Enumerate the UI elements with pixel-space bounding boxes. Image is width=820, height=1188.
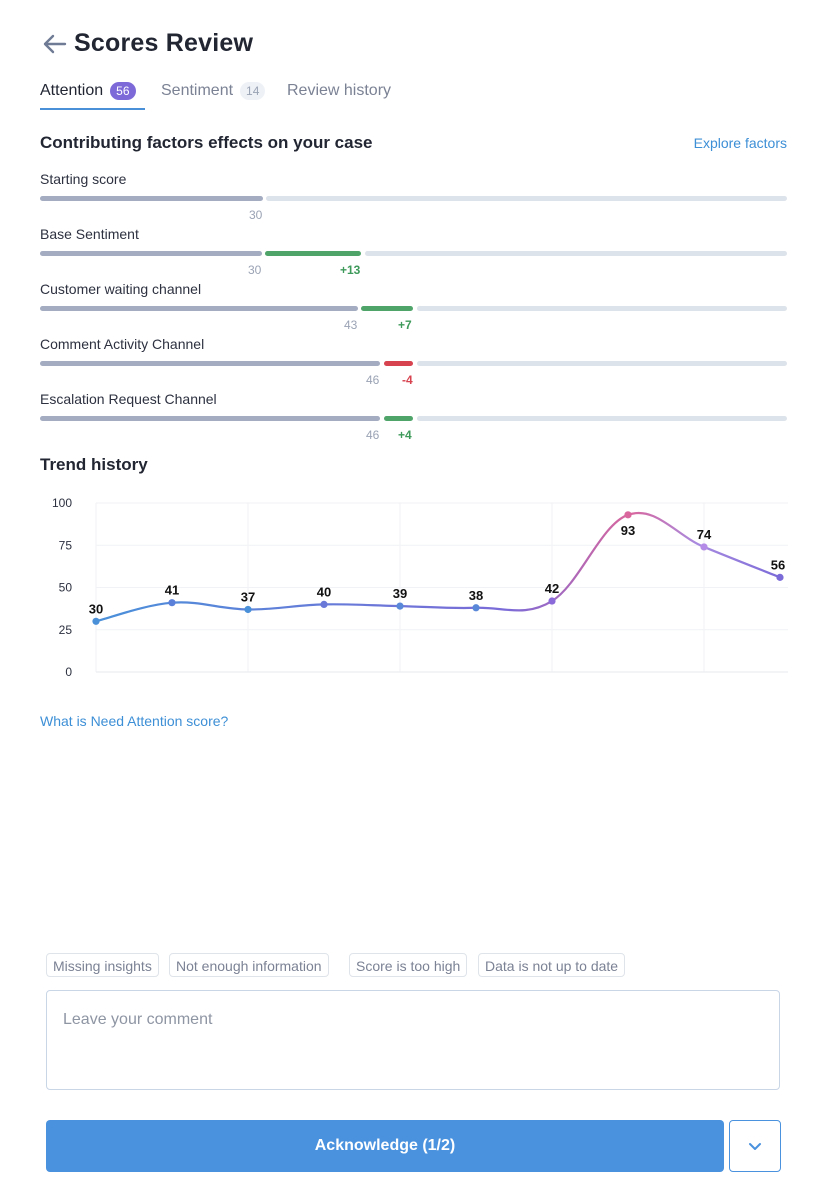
- chart-point: [548, 597, 556, 605]
- chart-point: [244, 605, 252, 614]
- factor-label-customer-waiting-channel: Customer waiting channel: [40, 281, 202, 297]
- factor-base-bar: [40, 251, 262, 256]
- chart-point: [776, 573, 784, 581]
- comment-input[interactable]: [46, 990, 780, 1090]
- factor-delta-value: +4: [398, 428, 412, 442]
- acknowledge-options-dropdown[interactable]: [729, 1120, 781, 1172]
- factor-remaining-bar: [266, 196, 787, 201]
- chip-data-not-up-to-date[interactable]: Data is not up to date: [478, 953, 626, 977]
- factor-base-value: 30: [249, 208, 263, 222]
- chart-data-label: 42: [545, 581, 559, 596]
- factor-delta-value: -4: [402, 373, 413, 387]
- tab-sentiment[interactable]: Sentiment 14: [161, 82, 266, 100]
- chart-point: [92, 617, 100, 625]
- chart-data-label: 74: [697, 527, 712, 542]
- active-tab-indicator: [40, 108, 145, 110]
- factors-title: Contributing factors effects on your cas…: [40, 133, 373, 152]
- chart-data-label: 40: [317, 584, 331, 599]
- tab-attention[interactable]: Attention 56: [40, 82, 136, 100]
- y-tick-label: 100: [52, 496, 72, 510]
- tab-review-history-label: Review history: [287, 82, 392, 99]
- need-attention-help-link[interactable]: What is Need Attention score?: [40, 713, 229, 729]
- factor-base-bar: [40, 361, 380, 366]
- trend-line-series: [95, 511, 781, 623]
- factor-delta-bar-positive: [361, 306, 413, 311]
- chart-point: [472, 604, 480, 612]
- chart-point: [168, 599, 176, 607]
- chart-data-label: 38: [469, 588, 483, 603]
- chart-data-label: 41: [165, 583, 179, 598]
- y-tick-label: 75: [59, 538, 73, 552]
- chip-score-too-high[interactable]: Score is too high: [349, 953, 468, 977]
- chart-point: [624, 511, 632, 519]
- explore-factors-link[interactable]: Explore factors: [693, 135, 787, 151]
- chip-missing-insights[interactable]: Missing insights: [46, 953, 159, 977]
- y-tick-label: 50: [59, 581, 73, 595]
- trend-history-title: Trend history: [40, 455, 148, 474]
- factor-label-escalation-request-channel: Escalation Request Channel: [40, 391, 217, 407]
- chart-point: [700, 543, 708, 551]
- chart-data-label: 39: [393, 586, 407, 601]
- tab-sentiment-badge: 14: [240, 82, 266, 100]
- tab-review-history[interactable]: Review history: [287, 82, 391, 100]
- chip-not-enough-information[interactable]: Not enough information: [169, 953, 329, 977]
- factor-remaining-bar: [417, 306, 787, 311]
- back-arrow-icon[interactable]: [40, 30, 68, 58]
- factor-delta-value: +13: [340, 263, 361, 277]
- factor-base-value: 30: [248, 263, 262, 277]
- acknowledge-button[interactable]: Acknowledge (1/2): [46, 1120, 724, 1172]
- factor-base-value: 43: [344, 318, 358, 332]
- page-title: Scores Review: [74, 29, 254, 57]
- trend-history-chart: 100 75 50 25 0 30 41 37 40 39 38 42 93 74 56: [52, 496, 788, 679]
- factor-base-value: 46: [366, 373, 380, 387]
- chart-data-label: 93: [621, 523, 635, 538]
- chart-data-label: 56: [771, 557, 785, 572]
- chevron-down-icon: [749, 1143, 761, 1150]
- chart-point: [396, 602, 404, 610]
- y-tick-label: 0: [65, 665, 72, 679]
- factor-remaining-bar: [417, 361, 787, 366]
- factor-base-value: 46: [366, 428, 380, 442]
- factor-delta-bar-positive: [384, 416, 413, 421]
- chart-data-label: 37: [241, 589, 255, 604]
- y-tick-label: 25: [59, 623, 73, 637]
- factor-delta-value: +7: [398, 318, 412, 332]
- factor-delta-bar-negative: [384, 361, 413, 366]
- chart-data-label: 30: [89, 601, 103, 616]
- factor-label-starting-score: Starting score: [40, 171, 127, 187]
- factor-label-comment-activity-channel: Comment Activity Channel: [40, 336, 205, 352]
- tab-attention-label: Attention: [40, 82, 104, 99]
- factor-base-bar: [40, 306, 358, 311]
- factor-base-bar: [40, 196, 263, 201]
- tab-attention-badge: 56: [110, 82, 136, 100]
- tab-sentiment-label: Sentiment: [161, 82, 234, 99]
- chart-point: [320, 600, 328, 608]
- factor-remaining-bar: [417, 416, 787, 421]
- factor-base-bar: [40, 416, 380, 421]
- factor-label-base-sentiment: Base Sentiment: [40, 226, 139, 242]
- factor-remaining-bar: [365, 251, 787, 256]
- factor-delta-bar-positive: [265, 251, 361, 256]
